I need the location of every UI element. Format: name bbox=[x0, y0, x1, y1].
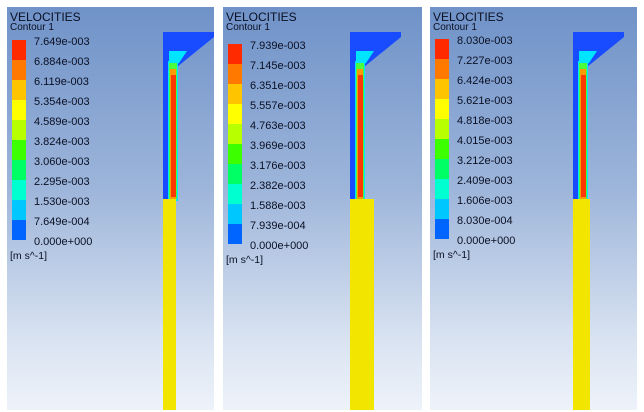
legend-swatch bbox=[12, 140, 26, 160]
legend-swatch bbox=[228, 44, 242, 64]
legend-swatch bbox=[228, 64, 242, 84]
velocity-contour-field bbox=[350, 32, 401, 410]
legend-tick-label: 4.763e-003 bbox=[250, 120, 306, 132]
panel-subtitle: Contour 1 bbox=[226, 22, 270, 33]
legend-swatch bbox=[435, 219, 449, 239]
legend-unit-label: [m s^-1] bbox=[226, 254, 264, 266]
legend-tick-label: 3.060e-003 bbox=[34, 156, 90, 168]
legend-tick-label: 0.000e+000 bbox=[250, 240, 309, 252]
legend-swatch bbox=[12, 80, 26, 100]
legend-tick-label: 6.119e-003 bbox=[34, 76, 89, 88]
legend-unit-label: [m s^-1] bbox=[433, 249, 471, 261]
legend-tick-label: 1.588e-003 bbox=[250, 200, 306, 212]
panel-subtitle: Contour 1 bbox=[433, 22, 477, 33]
channel-core-region bbox=[358, 75, 363, 197]
contour-panel-3: VELOCITIES Contour 1 8.030e-003 7.227e-0… bbox=[430, 7, 637, 410]
legend-swatch bbox=[12, 200, 26, 220]
legend-swatch bbox=[228, 204, 242, 224]
legend-tick-label: 7.939e-004 bbox=[250, 220, 306, 232]
outlet-stem bbox=[573, 199, 590, 410]
legend-tick-label: 8.030e-004 bbox=[457, 215, 513, 227]
legend-tick-label: 5.621e-003 bbox=[457, 95, 513, 107]
legend-tick-label: 2.295e-003 bbox=[34, 176, 90, 188]
legend-tick-label: 2.409e-003 bbox=[457, 175, 513, 187]
legend-swatch bbox=[228, 124, 242, 144]
panel-title: VELOCITIES bbox=[10, 10, 81, 24]
contour-panel-1: VELOCITIES Contour 1 7.649e-003 6.884e-0… bbox=[7, 7, 214, 410]
legend-swatch bbox=[435, 59, 449, 79]
legend-swatch bbox=[12, 120, 26, 140]
panel-subtitle: Contour 1 bbox=[10, 22, 54, 33]
legend-tick-label: 5.354e-003 bbox=[34, 96, 90, 108]
channel-core-region bbox=[171, 75, 176, 197]
legend-tick-label: 3.176e-003 bbox=[250, 160, 306, 172]
legend-swatch bbox=[228, 104, 242, 124]
panel-title: VELOCITIES bbox=[433, 10, 504, 24]
contour-panel-2: VELOCITIES Contour 1 7.939e-003 7.145e-0… bbox=[223, 7, 422, 410]
legend-swatch bbox=[435, 79, 449, 99]
legend-swatch bbox=[228, 184, 242, 204]
legend-tick-label: 7.227e-003 bbox=[457, 55, 513, 67]
legend-swatch bbox=[12, 220, 26, 240]
legend-tick-label: 7.649e-004 bbox=[34, 216, 90, 228]
legend-tick-label: 1.606e-003 bbox=[457, 195, 513, 207]
legend-tick-label: 6.351e-003 bbox=[250, 80, 306, 92]
color-legend-bar bbox=[12, 40, 26, 240]
velocity-contour-field bbox=[573, 32, 624, 410]
legend-tick-label: 7.145e-003 bbox=[250, 60, 306, 72]
legend-swatch bbox=[12, 60, 26, 80]
legend-swatch bbox=[435, 99, 449, 119]
legend-tick-label: 6.424e-003 bbox=[457, 75, 513, 87]
legend-tick-label: 4.818e-003 bbox=[457, 115, 513, 127]
legend-tick-label: 4.589e-003 bbox=[34, 116, 90, 128]
legend-swatch bbox=[12, 180, 26, 200]
legend-swatch bbox=[228, 224, 242, 244]
legend-swatch bbox=[435, 39, 449, 59]
legend-tick-label: 5.557e-003 bbox=[250, 100, 306, 112]
legend-swatch bbox=[435, 119, 449, 139]
legend-swatch bbox=[435, 159, 449, 179]
legend-unit-label: [m s^-1] bbox=[10, 250, 48, 262]
color-legend-bar bbox=[435, 39, 449, 239]
legend-swatch bbox=[12, 100, 26, 120]
legend-tick-label: 3.969e-003 bbox=[250, 140, 306, 152]
legend-tick-label: 0.000e+000 bbox=[457, 235, 516, 247]
legend-tick-label: 7.939e-003 bbox=[250, 40, 306, 52]
legend-tick-label: 0.000e+000 bbox=[34, 236, 93, 248]
legend-tick-label: 3.212e-003 bbox=[457, 155, 513, 167]
legend-swatch bbox=[435, 179, 449, 199]
legend-tick-label: 3.824e-003 bbox=[34, 136, 90, 148]
panel-title: VELOCITIES bbox=[226, 10, 297, 24]
velocity-contour-field bbox=[163, 32, 214, 410]
legend-tick-label: 6.884e-003 bbox=[34, 56, 90, 68]
legend-tick-label: 7.649e-003 bbox=[34, 36, 90, 48]
channel-core-region bbox=[581, 75, 586, 197]
legend-swatch bbox=[228, 144, 242, 164]
legend-swatch bbox=[435, 199, 449, 219]
legend-swatch bbox=[12, 40, 26, 60]
legend-tick-label: 8.030e-003 bbox=[457, 35, 513, 47]
legend-tick-label: 4.015e-003 bbox=[457, 135, 513, 147]
legend-tick-label: 1.530e-003 bbox=[34, 196, 90, 208]
outlet-stem bbox=[163, 199, 176, 410]
outlet-stem bbox=[350, 199, 374, 410]
color-legend-bar bbox=[228, 44, 242, 244]
legend-swatch bbox=[228, 164, 242, 184]
legend-swatch bbox=[12, 160, 26, 180]
legend-swatch bbox=[435, 139, 449, 159]
legend-tick-label: 2.382e-003 bbox=[250, 180, 306, 192]
legend-swatch bbox=[228, 84, 242, 104]
